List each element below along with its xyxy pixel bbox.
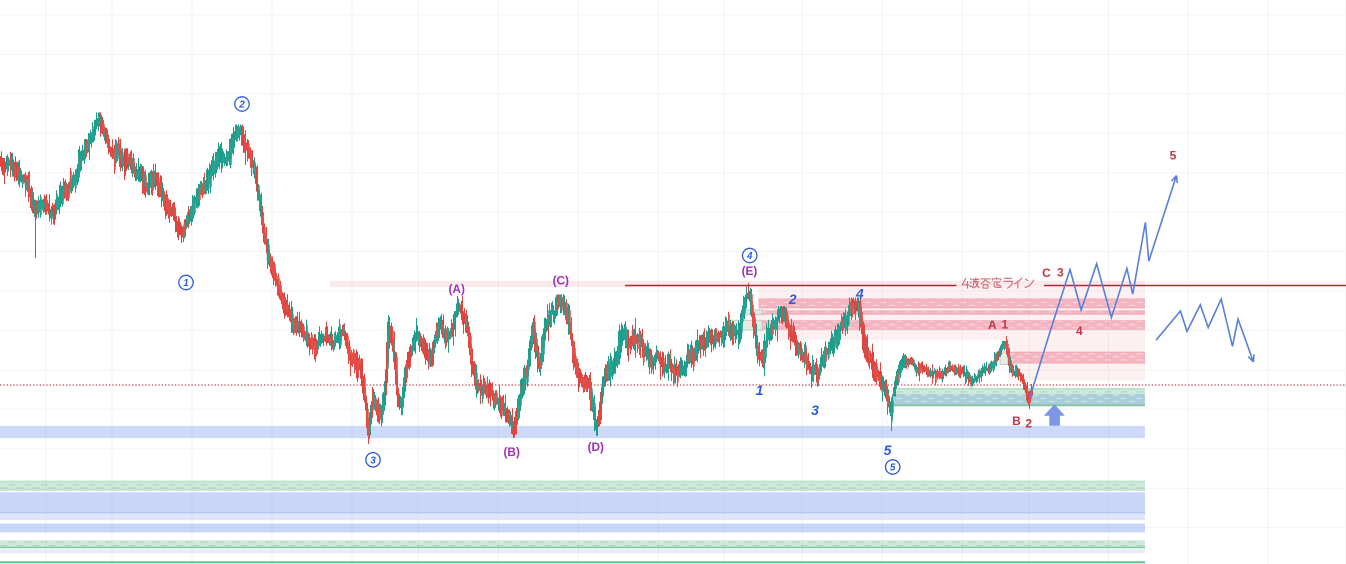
svg-text:3: 3 [811,402,819,418]
svg-text:5: 5 [884,442,892,458]
svg-text:(B): (B) [504,445,520,459]
svg-text:B: B [1012,414,1021,428]
svg-text:3: 3 [370,455,376,466]
svg-text:1: 1 [183,278,189,289]
svg-text:4: 4 [746,251,753,262]
svg-text:2: 2 [1025,416,1032,430]
svg-text:(E): (E) [742,264,758,278]
svg-text:4: 4 [1076,324,1083,338]
svg-text:A: A [988,318,997,332]
svg-text:5: 5 [1170,148,1177,162]
svg-text:1: 1 [1001,317,1008,331]
svg-text:2: 2 [788,291,797,307]
svg-text:C: C [1042,266,1051,280]
svg-text:(C): (C) [553,273,569,287]
svg-text:1: 1 [756,382,764,398]
svg-text:4: 4 [855,286,864,302]
svg-text:(D): (D) [588,440,604,454]
svg-text:2: 2 [238,100,245,111]
svg-text:5: 5 [890,463,896,474]
svg-text:(A): (A) [449,282,465,296]
svg-text:3: 3 [1057,266,1064,280]
